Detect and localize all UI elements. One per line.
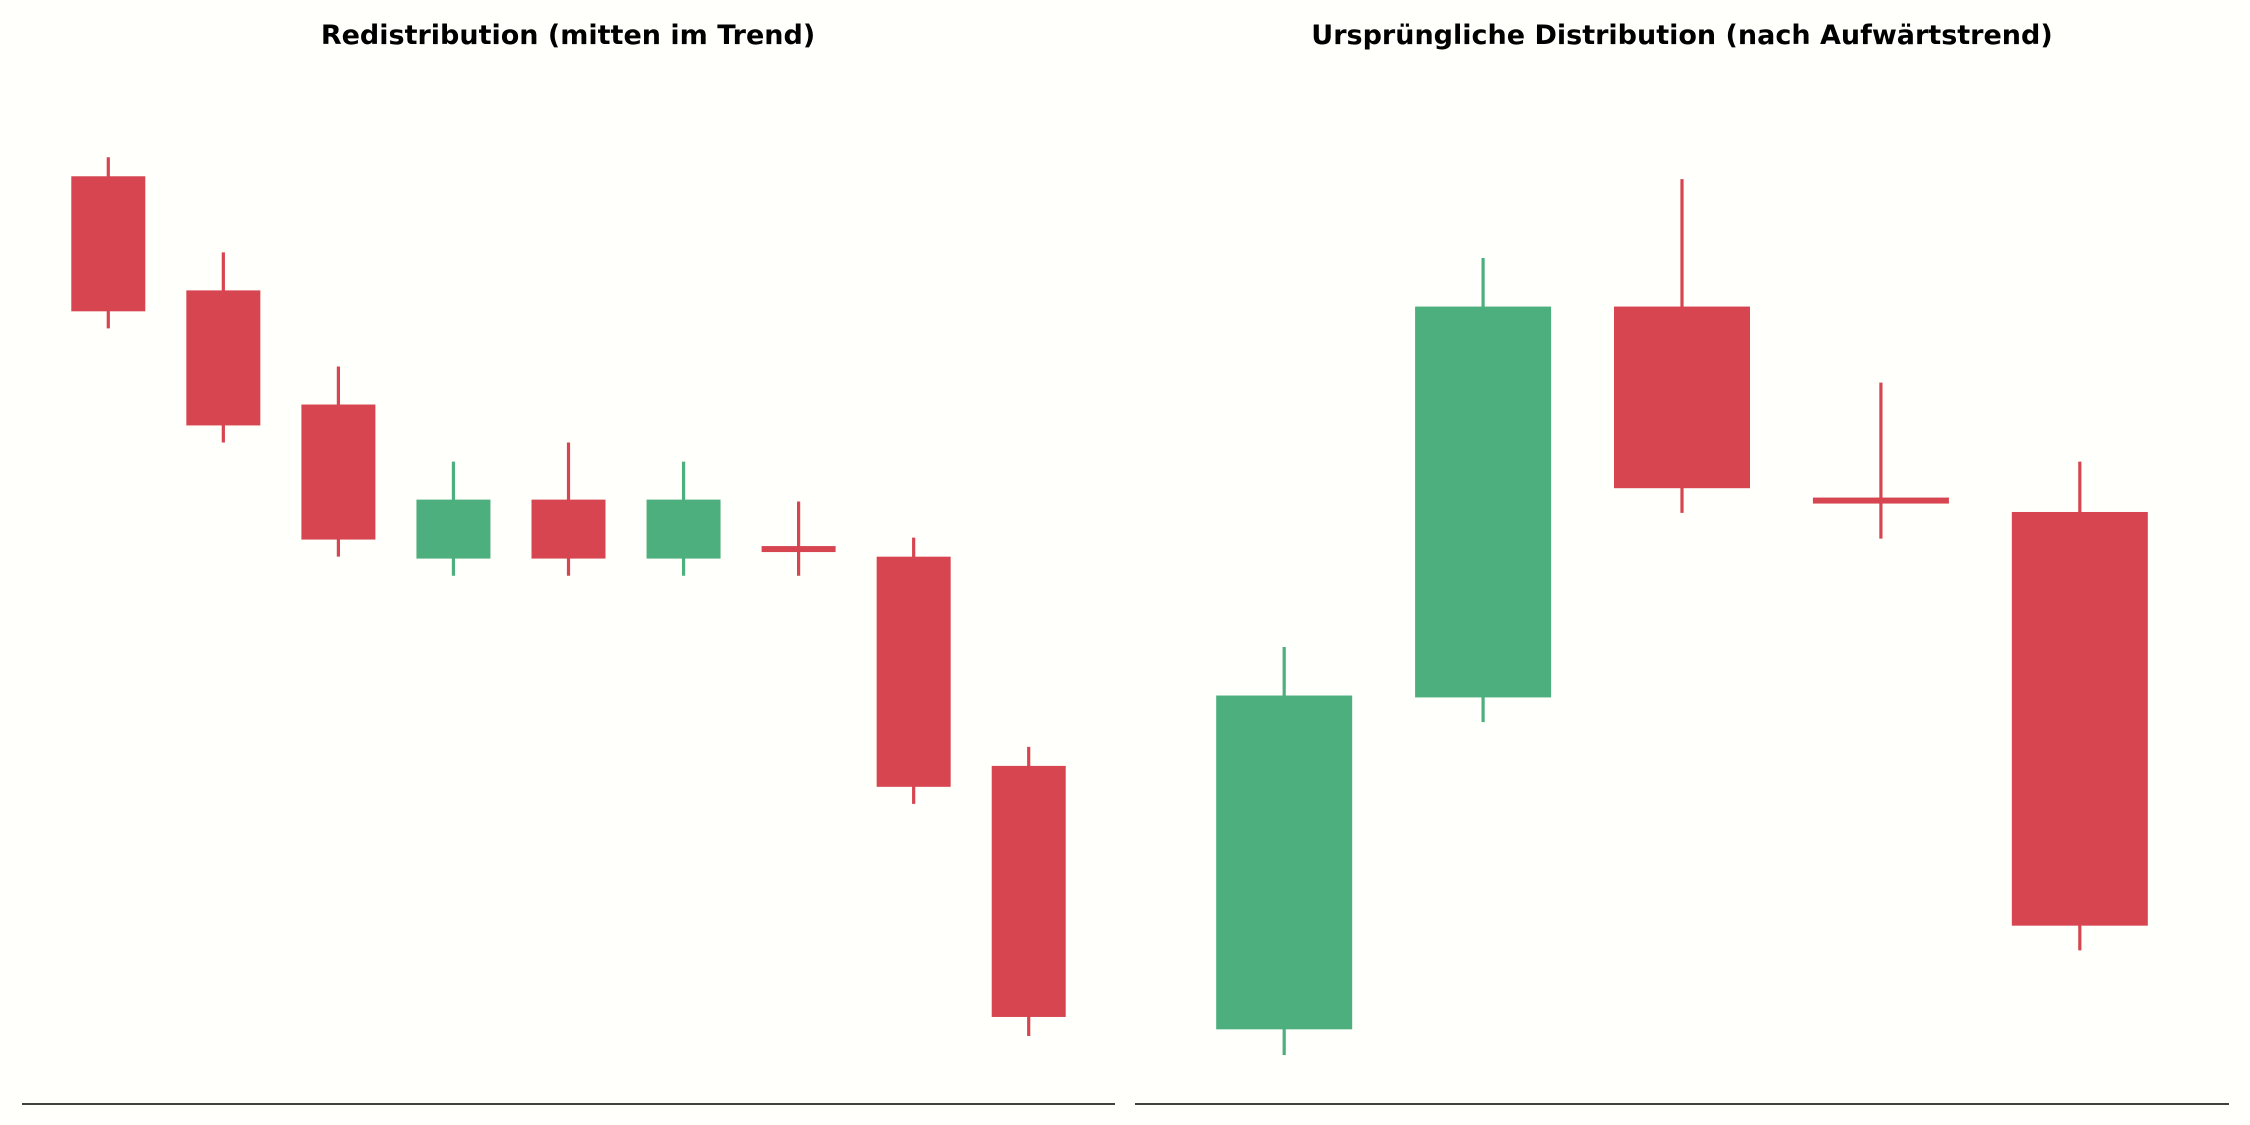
candle-body xyxy=(876,556,951,787)
candle-body xyxy=(71,176,146,312)
candle-body xyxy=(761,546,836,553)
candle-body xyxy=(1614,306,1750,489)
candle-body xyxy=(186,290,261,426)
candle-body xyxy=(2011,511,2148,926)
candles-group xyxy=(1216,179,2148,1055)
candle-body xyxy=(1415,306,1552,698)
candles-group xyxy=(71,157,1066,1036)
candle-body xyxy=(646,499,721,559)
chart-title: Ursprüngliche Distribution (nach Aufwärt… xyxy=(1311,20,2052,51)
chart-title: Redistribution (mitten im Trend) xyxy=(321,20,815,51)
candle-body xyxy=(301,404,376,540)
candle-body xyxy=(991,765,1066,1017)
candle-body xyxy=(1216,695,1353,1030)
chart-panel-distribution: Ursprüngliche Distribution (nach Aufwärt… xyxy=(1135,20,2229,1105)
chart-panel-redistribution: Redistribution (mitten im Trend) xyxy=(22,20,1115,1105)
candle-body xyxy=(416,499,491,559)
candle-body xyxy=(1812,497,1949,504)
candle-body xyxy=(531,499,606,559)
